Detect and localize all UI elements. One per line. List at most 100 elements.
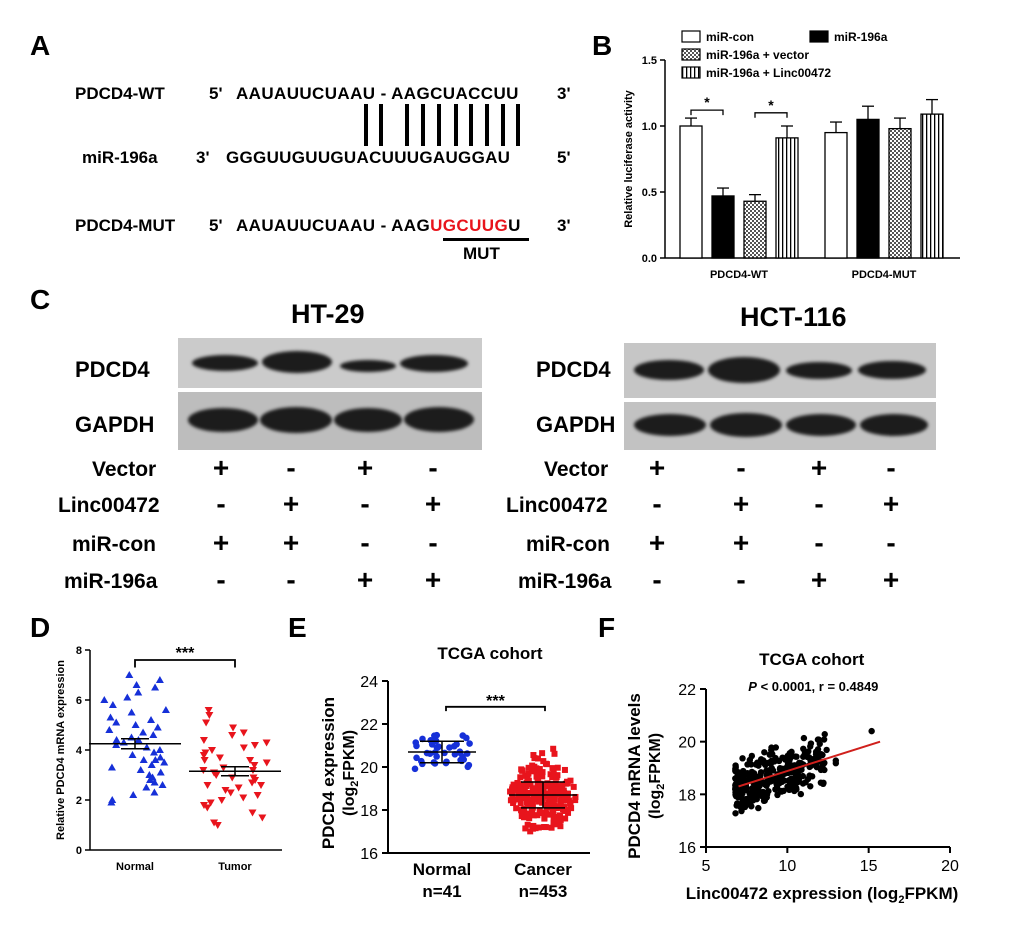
data-point: [773, 782, 781, 789]
ht29-title: HT-29: [291, 299, 365, 329]
x-tick-label: 20: [941, 858, 959, 875]
data-point: [204, 707, 213, 714]
data-point: [549, 799, 556, 806]
panel-letter-b: B: [592, 30, 613, 61]
y-tick-label: 1.0: [642, 121, 657, 133]
data-point: [568, 805, 575, 812]
y-tick-label: 4: [76, 745, 83, 757]
regression-line: [738, 740, 881, 788]
data-point: [108, 701, 117, 708]
bar: [743, 200, 767, 259]
data-point: [533, 773, 540, 780]
data-point: [544, 783, 551, 790]
legend-swatch: [681, 30, 701, 43]
data-point: [821, 759, 828, 767]
data-point: [776, 764, 784, 772]
data-point: [550, 767, 557, 774]
data-point: [131, 721, 140, 728]
condition-sign: -: [286, 564, 296, 595]
y-axis-label: Relative luciferase activity: [623, 89, 635, 227]
data-point: [537, 780, 544, 787]
data-point: [150, 788, 159, 796]
data-point: [466, 740, 473, 747]
data-point: [513, 786, 520, 793]
data-point: [106, 713, 115, 721]
data-point: [411, 765, 419, 773]
data-point: [532, 788, 539, 795]
significance-label: *: [704, 94, 710, 110]
data-point: [459, 732, 467, 739]
data-point: [509, 784, 516, 791]
bar: [888, 127, 912, 259]
base-pairing-lines: [364, 104, 520, 146]
condition-sign: -: [216, 488, 226, 519]
data-point: [535, 824, 542, 831]
data-point: [112, 736, 121, 743]
data-point: [208, 747, 217, 754]
x-tick-label: PDCD4-MUT: [852, 269, 917, 281]
data-point: [517, 774, 524, 781]
data-point: [521, 809, 528, 816]
group-count: n=41: [422, 882, 461, 901]
y-tick-label: 16: [678, 840, 696, 857]
data-point: [733, 783, 740, 790]
data-point: [542, 760, 549, 767]
data-point: [519, 767, 526, 774]
data-point: [781, 777, 788, 784]
y-tick-label: 22: [360, 717, 378, 734]
data-point: [199, 737, 208, 744]
data-point: [823, 746, 830, 754]
data-point: [203, 804, 212, 812]
data-point: [528, 790, 535, 797]
data-point: [529, 785, 536, 792]
data-point: [210, 819, 219, 827]
condition-sign: +: [212, 452, 230, 483]
data-point: [786, 786, 793, 794]
y-axis-label: PDCD4 mRNA levels: [625, 693, 644, 859]
data-point: [139, 756, 148, 763]
data-point: [753, 795, 760, 803]
legend-label: miR-196a: [834, 30, 888, 44]
data-point: [551, 792, 558, 799]
data-point: [821, 731, 828, 738]
mut-3-prime: 3': [557, 216, 571, 235]
data-point: [513, 805, 520, 812]
data-point: [550, 819, 557, 826]
condition-sign: +: [732, 527, 750, 558]
condition-sign: +: [648, 452, 666, 483]
significance-label: ***: [486, 693, 505, 710]
ht29-gapdh-label: GAPDH: [75, 412, 155, 437]
data-point: [147, 716, 156, 723]
data-point: [530, 752, 537, 759]
data-point: [732, 810, 739, 817]
data-point: [250, 762, 259, 769]
hct116-row-label: Linc00472: [506, 494, 608, 517]
significance-bracket: [445, 705, 546, 712]
hct116-title: HCT-116: [740, 302, 847, 332]
data-point: [820, 736, 828, 743]
band: [634, 414, 706, 436]
hct116-row-label: miR-con: [526, 533, 610, 556]
data-point: [808, 773, 816, 780]
ht29-row-label: miR-196a: [64, 570, 158, 593]
data-point: [562, 807, 569, 814]
condition-sign: +: [882, 488, 900, 519]
wt-5-prime: 5': [209, 84, 223, 103]
bar: [856, 118, 880, 259]
data-point: [147, 761, 156, 768]
condition-sign: -: [360, 488, 370, 519]
data-point: [212, 772, 221, 779]
condition-sign: +: [882, 564, 900, 595]
y-tick-label: 18: [678, 787, 696, 804]
panel-letter-a: A: [30, 30, 51, 61]
mut-label: PDCD4-MUT: [75, 216, 176, 235]
data-point: [761, 749, 768, 756]
band: [340, 360, 396, 372]
data-point: [535, 785, 542, 792]
data-point: [528, 768, 535, 775]
data-point: [542, 801, 549, 808]
data-point: [151, 756, 160, 763]
ht29-pdcd4-blot: [178, 338, 482, 388]
mir-sequence: GGGUUGUUGUACUUUGAUGGAU: [226, 148, 511, 167]
condition-sign: +: [732, 488, 750, 519]
